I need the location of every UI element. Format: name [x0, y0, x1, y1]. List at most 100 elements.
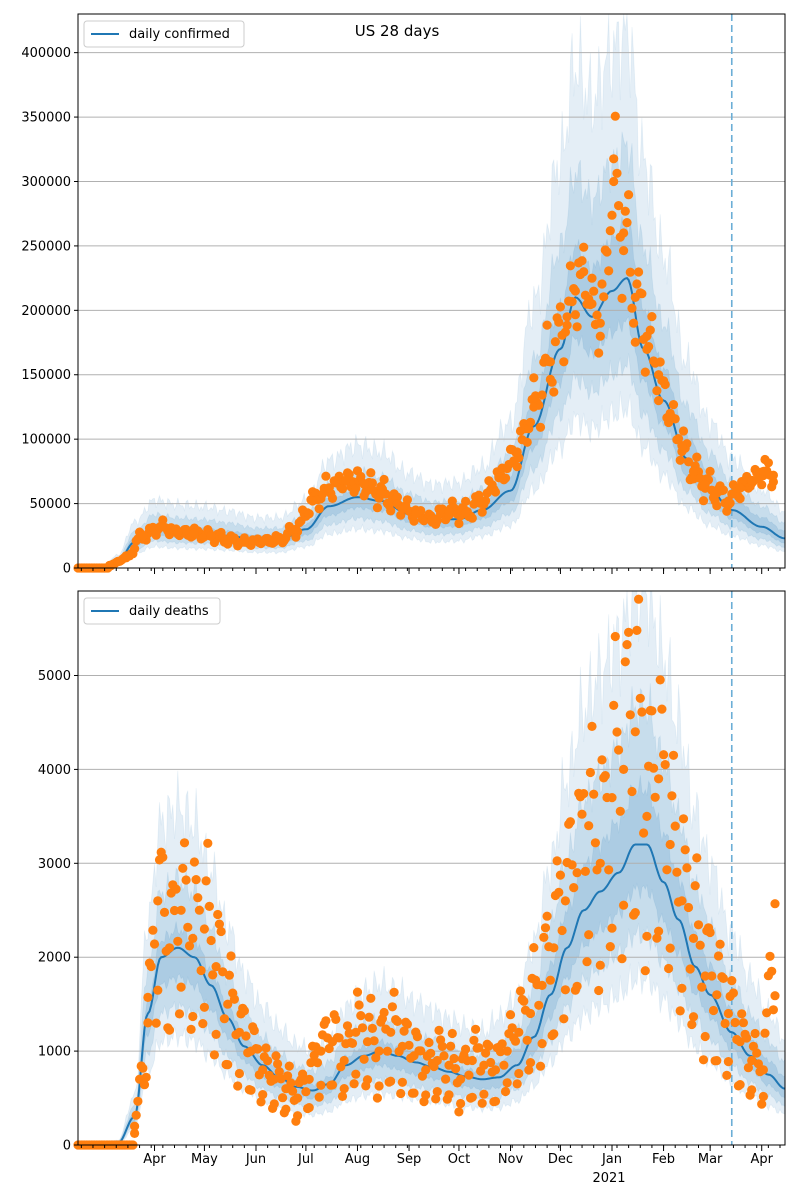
observed-point	[627, 786, 637, 797]
observed-point	[447, 1028, 457, 1039]
observed-point	[337, 1091, 348, 1101]
observed-point	[514, 1068, 524, 1079]
observed-point	[223, 535, 233, 545]
y-tick-label: 300000	[21, 175, 71, 190]
observed-point	[720, 1018, 730, 1029]
observed-point	[181, 875, 191, 885]
observed-point	[723, 496, 734, 506]
observed-point	[191, 875, 201, 885]
observed-point	[737, 1009, 747, 1019]
observed-point	[600, 771, 610, 781]
observed-point	[634, 594, 644, 604]
observed-point	[607, 793, 617, 803]
observed-point	[461, 507, 471, 518]
observed-point	[169, 905, 180, 916]
observed-point	[680, 845, 690, 855]
observed-point	[372, 503, 382, 513]
observed-point	[525, 1008, 536, 1019]
observed-point	[654, 396, 664, 406]
observed-point	[386, 1027, 396, 1037]
observed-point	[141, 1072, 151, 1082]
y-tick-label: 400000	[21, 46, 71, 61]
observed-point	[607, 923, 617, 933]
observed-point	[620, 206, 630, 216]
observed-point	[637, 707, 647, 717]
observed-point	[609, 176, 619, 187]
observed-point	[304, 1103, 314, 1113]
observed-point	[376, 488, 386, 498]
observed-point	[467, 1055, 477, 1066]
observed-point	[434, 1025, 444, 1035]
observed-point	[507, 1023, 517, 1033]
observed-point	[171, 884, 181, 894]
observed-point	[359, 1054, 369, 1064]
observed-point	[441, 1074, 451, 1084]
observed-point	[615, 806, 625, 816]
observed-point	[246, 1085, 256, 1095]
observed-point	[402, 495, 412, 505]
observed-point	[697, 982, 707, 992]
observed-point	[550, 337, 561, 347]
observed-point	[274, 535, 284, 545]
observed-point	[146, 961, 156, 972]
observed-point	[291, 524, 301, 534]
observed-point	[640, 367, 650, 377]
observed-point	[767, 966, 777, 976]
y-tick-label: 0	[63, 1139, 71, 1154]
observed-point	[664, 963, 674, 974]
observed-point	[261, 1043, 271, 1053]
observed-point	[768, 1005, 779, 1015]
observed-point	[632, 625, 642, 636]
observed-point	[549, 1029, 559, 1039]
observed-point	[614, 745, 624, 755]
observed-point	[341, 475, 351, 485]
observed-point	[559, 1014, 569, 1024]
observed-point	[256, 1097, 266, 1107]
observed-point	[639, 828, 649, 838]
observed-point	[173, 527, 183, 537]
observed-point	[456, 1098, 466, 1109]
observed-point	[592, 310, 602, 320]
observed-point	[156, 522, 166, 532]
confirmed-gridlines	[78, 52, 785, 505]
observed-point	[183, 922, 193, 932]
observed-point	[178, 863, 188, 873]
observed-point	[584, 930, 594, 940]
deaths-x-axis: Apr May Jun Jul Aug Sep Oct Nov Dec Jan Feb Mar Apr	[80, 1145, 781, 1167]
observed-point	[757, 480, 767, 490]
observed-point	[337, 484, 348, 494]
observed-point	[174, 1009, 185, 1019]
observed-point	[647, 312, 657, 322]
observed-point	[565, 817, 576, 827]
observed-point	[572, 981, 582, 991]
observed-point	[587, 273, 597, 283]
observed-point	[707, 971, 717, 981]
observed-point	[758, 466, 769, 476]
observed-point	[650, 792, 660, 802]
observed-point	[204, 901, 214, 912]
observed-point	[595, 318, 605, 328]
observed-point	[642, 931, 652, 941]
observed-point	[712, 488, 722, 498]
observed-point	[514, 1027, 524, 1037]
x-tick-label: May	[191, 1152, 218, 1167]
observed-point	[367, 1023, 377, 1033]
observed-point	[594, 985, 604, 996]
observed-point	[554, 317, 564, 327]
observed-point	[258, 1090, 268, 1100]
observed-point	[362, 1075, 373, 1085]
observed-point	[612, 168, 622, 178]
observed-point	[595, 331, 605, 341]
observed-point	[444, 506, 454, 516]
observed-point	[444, 1090, 454, 1100]
x-tick-label: Feb	[652, 1152, 675, 1167]
observed-point	[382, 1046, 392, 1056]
observed-point	[347, 1038, 358, 1048]
observed-point	[722, 1070, 732, 1080]
observed-point	[198, 1019, 208, 1029]
observed-point	[223, 1060, 233, 1070]
observed-point	[712, 501, 722, 511]
observed-point	[176, 982, 186, 992]
observed-point	[184, 941, 195, 951]
observed-point	[678, 426, 689, 436]
